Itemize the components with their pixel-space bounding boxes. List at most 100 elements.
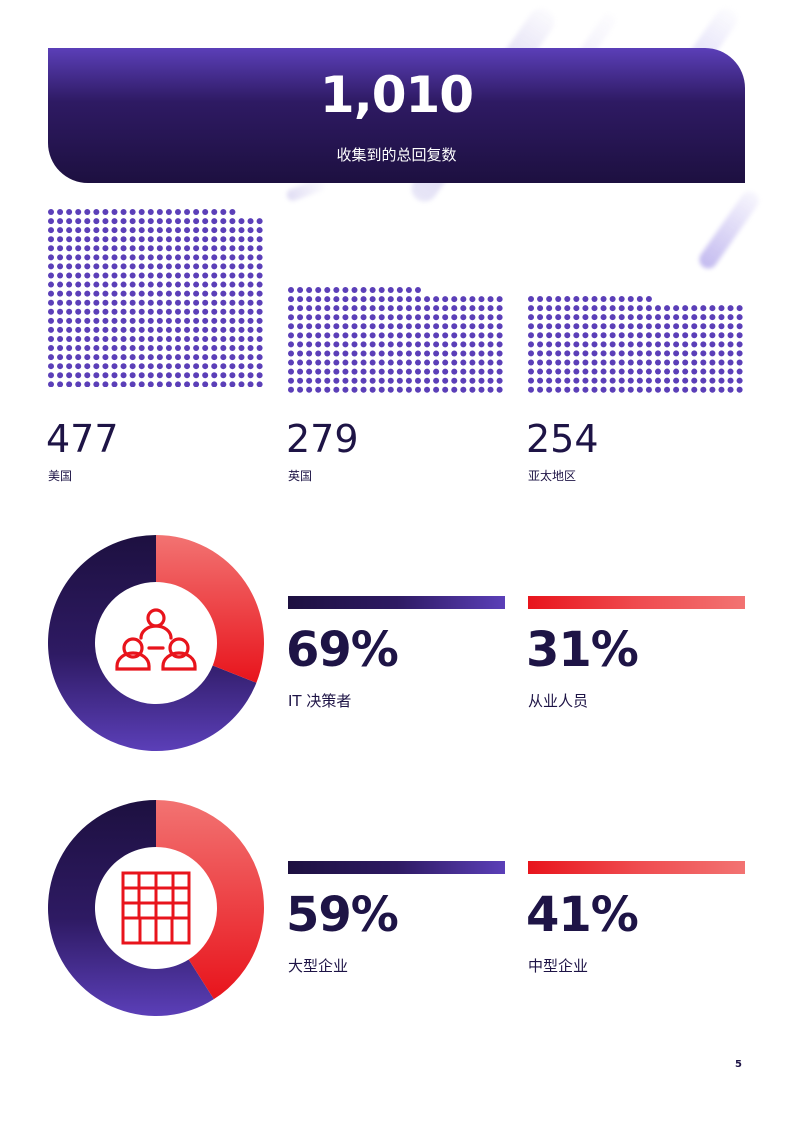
- response-dot: [93, 299, 100, 306]
- response-dot: [591, 377, 598, 384]
- response-dot: [297, 359, 304, 366]
- response-dot: [229, 263, 236, 270]
- response-dot: [645, 314, 652, 321]
- response-dot: [433, 332, 440, 339]
- response-dot: [496, 350, 503, 357]
- response-dot: [202, 227, 209, 234]
- response-dot: [247, 281, 254, 288]
- response-dot: [442, 314, 449, 321]
- response-dot: [460, 350, 467, 357]
- response-dot: [220, 381, 227, 387]
- response-dot: [442, 368, 449, 375]
- response-dot: [537, 314, 544, 321]
- response-dot: [111, 354, 118, 361]
- response-dot: [57, 317, 64, 324]
- response-dot: [315, 323, 322, 330]
- response-dot: [57, 263, 64, 270]
- response-dot: [691, 377, 698, 384]
- response-dot: [75, 363, 82, 370]
- response-dot: [433, 323, 440, 330]
- response-dot: [727, 368, 734, 375]
- response-dot: [120, 290, 127, 297]
- response-dot: [220, 345, 227, 352]
- response-dot: [75, 299, 82, 306]
- response-dot: [478, 359, 485, 366]
- response-dot: [202, 272, 209, 279]
- response-dot: [609, 332, 616, 339]
- response-dot: [229, 227, 236, 234]
- response-dot: [591, 305, 598, 312]
- response-dot: [324, 296, 331, 303]
- response-dot: [48, 254, 54, 261]
- response-dot: [424, 296, 431, 303]
- response-dot: [315, 305, 322, 312]
- response-dot: [555, 314, 562, 321]
- response-dot: [111, 218, 118, 225]
- response-dot: [600, 332, 607, 339]
- response-dot: [451, 377, 458, 384]
- response-dot: [387, 350, 394, 357]
- response-dot: [555, 350, 562, 357]
- response-dot: [555, 377, 562, 384]
- response-dot: [582, 332, 589, 339]
- response-dot: [238, 227, 245, 234]
- response-dot: [618, 377, 625, 384]
- response-dot: [247, 254, 254, 261]
- response-dot: [120, 236, 127, 243]
- response-dot: [84, 290, 91, 297]
- response-dot: [564, 332, 571, 339]
- response-dot: [546, 341, 553, 348]
- response-dot: [682, 350, 689, 357]
- response-dot: [66, 317, 73, 324]
- response-dot: [460, 377, 467, 384]
- response-dot: [229, 254, 236, 261]
- response-dot: [405, 305, 412, 312]
- response-dot: [496, 377, 503, 384]
- response-dot: [369, 296, 376, 303]
- response-dot: [184, 354, 191, 361]
- response-dot: [174, 299, 181, 306]
- response-dot: [315, 359, 322, 366]
- response-dot: [156, 281, 163, 288]
- response-dot: [700, 332, 707, 339]
- response-dot: [288, 359, 294, 366]
- response-dot: [654, 350, 661, 357]
- response-dot: [682, 386, 689, 393]
- response-dot: [165, 335, 172, 342]
- response-dot: [451, 350, 458, 357]
- response-dot: [645, 377, 652, 384]
- response-dot: [478, 341, 485, 348]
- region-label-uk: 英国: [288, 469, 313, 483]
- donut-segment-it-decision-makers: [48, 535, 257, 751]
- response-dot: [247, 345, 254, 352]
- response-dot: [57, 372, 64, 379]
- response-dot: [229, 363, 236, 370]
- response-dot: [102, 354, 109, 361]
- response-dot: [528, 305, 534, 312]
- response-dot: [673, 323, 680, 330]
- response-dot: [66, 308, 73, 315]
- response-dot: [193, 281, 200, 288]
- response-dot: [211, 209, 218, 215]
- response-dot: [184, 335, 191, 342]
- response-dot: [211, 317, 218, 324]
- response-dot: [66, 281, 73, 288]
- response-dot: [645, 323, 652, 330]
- response-dot: [718, 332, 725, 339]
- response-dot: [564, 359, 571, 366]
- response-dot: [193, 272, 200, 279]
- response-dot: [645, 341, 652, 348]
- response-dot: [627, 296, 634, 302]
- response-dot: [165, 381, 172, 387]
- response-dot: [405, 377, 412, 384]
- response-dot: [424, 323, 431, 330]
- response-dot: [256, 254, 263, 261]
- response-dot: [664, 377, 671, 384]
- response-dot: [414, 287, 421, 293]
- response-dot: [156, 363, 163, 370]
- response-dot: [102, 272, 109, 279]
- response-dot: [156, 308, 163, 315]
- response-dot: [238, 263, 245, 270]
- response-dot: [138, 281, 145, 288]
- response-dot: [528, 323, 534, 330]
